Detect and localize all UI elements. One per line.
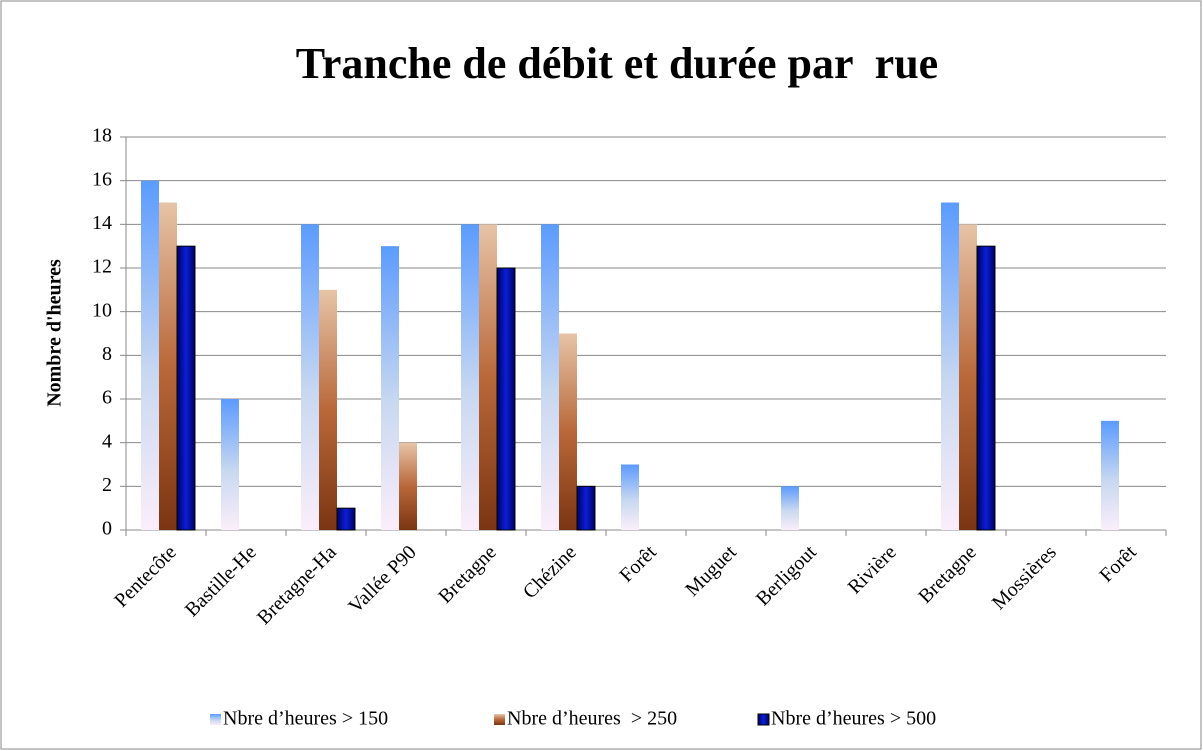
bar [399,442,417,530]
bar [461,224,479,531]
y-tick-label: 10 [92,299,112,321]
y-tick-label: 12 [92,256,112,278]
y-tick-label: 18 [92,125,112,147]
y-tick-label: 2 [102,474,112,496]
y-tick-label: 14 [92,212,112,234]
bar [941,202,959,530]
bar [576,485,596,531]
y-axis-label: Nombre d'heures [44,259,66,407]
y-tick-label: 16 [92,168,112,190]
legend-swatch [210,714,221,725]
bar [221,399,239,530]
bar [781,486,799,530]
legend-label: Nbre d’heures > 250 [507,708,677,730]
bar [496,267,516,531]
chart-title: Tranche de débit et durée par rue [296,39,938,88]
legend-swatch [757,713,770,726]
bar [479,224,497,531]
y-tick-label: 6 [102,387,112,409]
legend-label: Nbre d’heures > 150 [223,708,388,730]
bar [319,289,337,530]
legend-swatch [494,714,505,725]
bar [301,224,319,531]
bar [976,245,996,531]
bar [541,224,559,531]
legend-label: Nbre d’heures > 500 [771,708,936,730]
bar [159,202,177,530]
bar [141,180,159,530]
y-tick-label: 8 [102,343,112,365]
y-tick-label: 0 [102,518,112,540]
bar [621,464,639,530]
bar [1101,420,1119,530]
bar [176,245,196,531]
bar [959,224,977,531]
y-tick-label: 4 [102,430,112,452]
bar [381,246,399,530]
bar [336,507,356,531]
bar [559,333,577,530]
